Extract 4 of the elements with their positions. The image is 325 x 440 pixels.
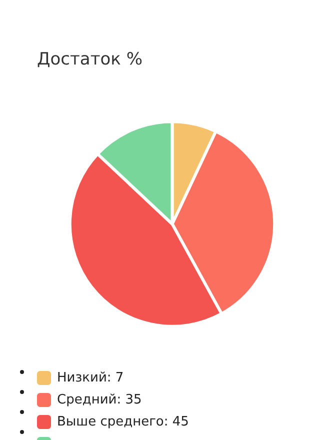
legend-label: Средний: 35	[57, 392, 142, 408]
legend-label: Низкий: 7	[57, 370, 124, 386]
legend-label: Выше среднего: 45	[57, 414, 189, 430]
chart-title: Достаток %	[37, 50, 142, 70]
